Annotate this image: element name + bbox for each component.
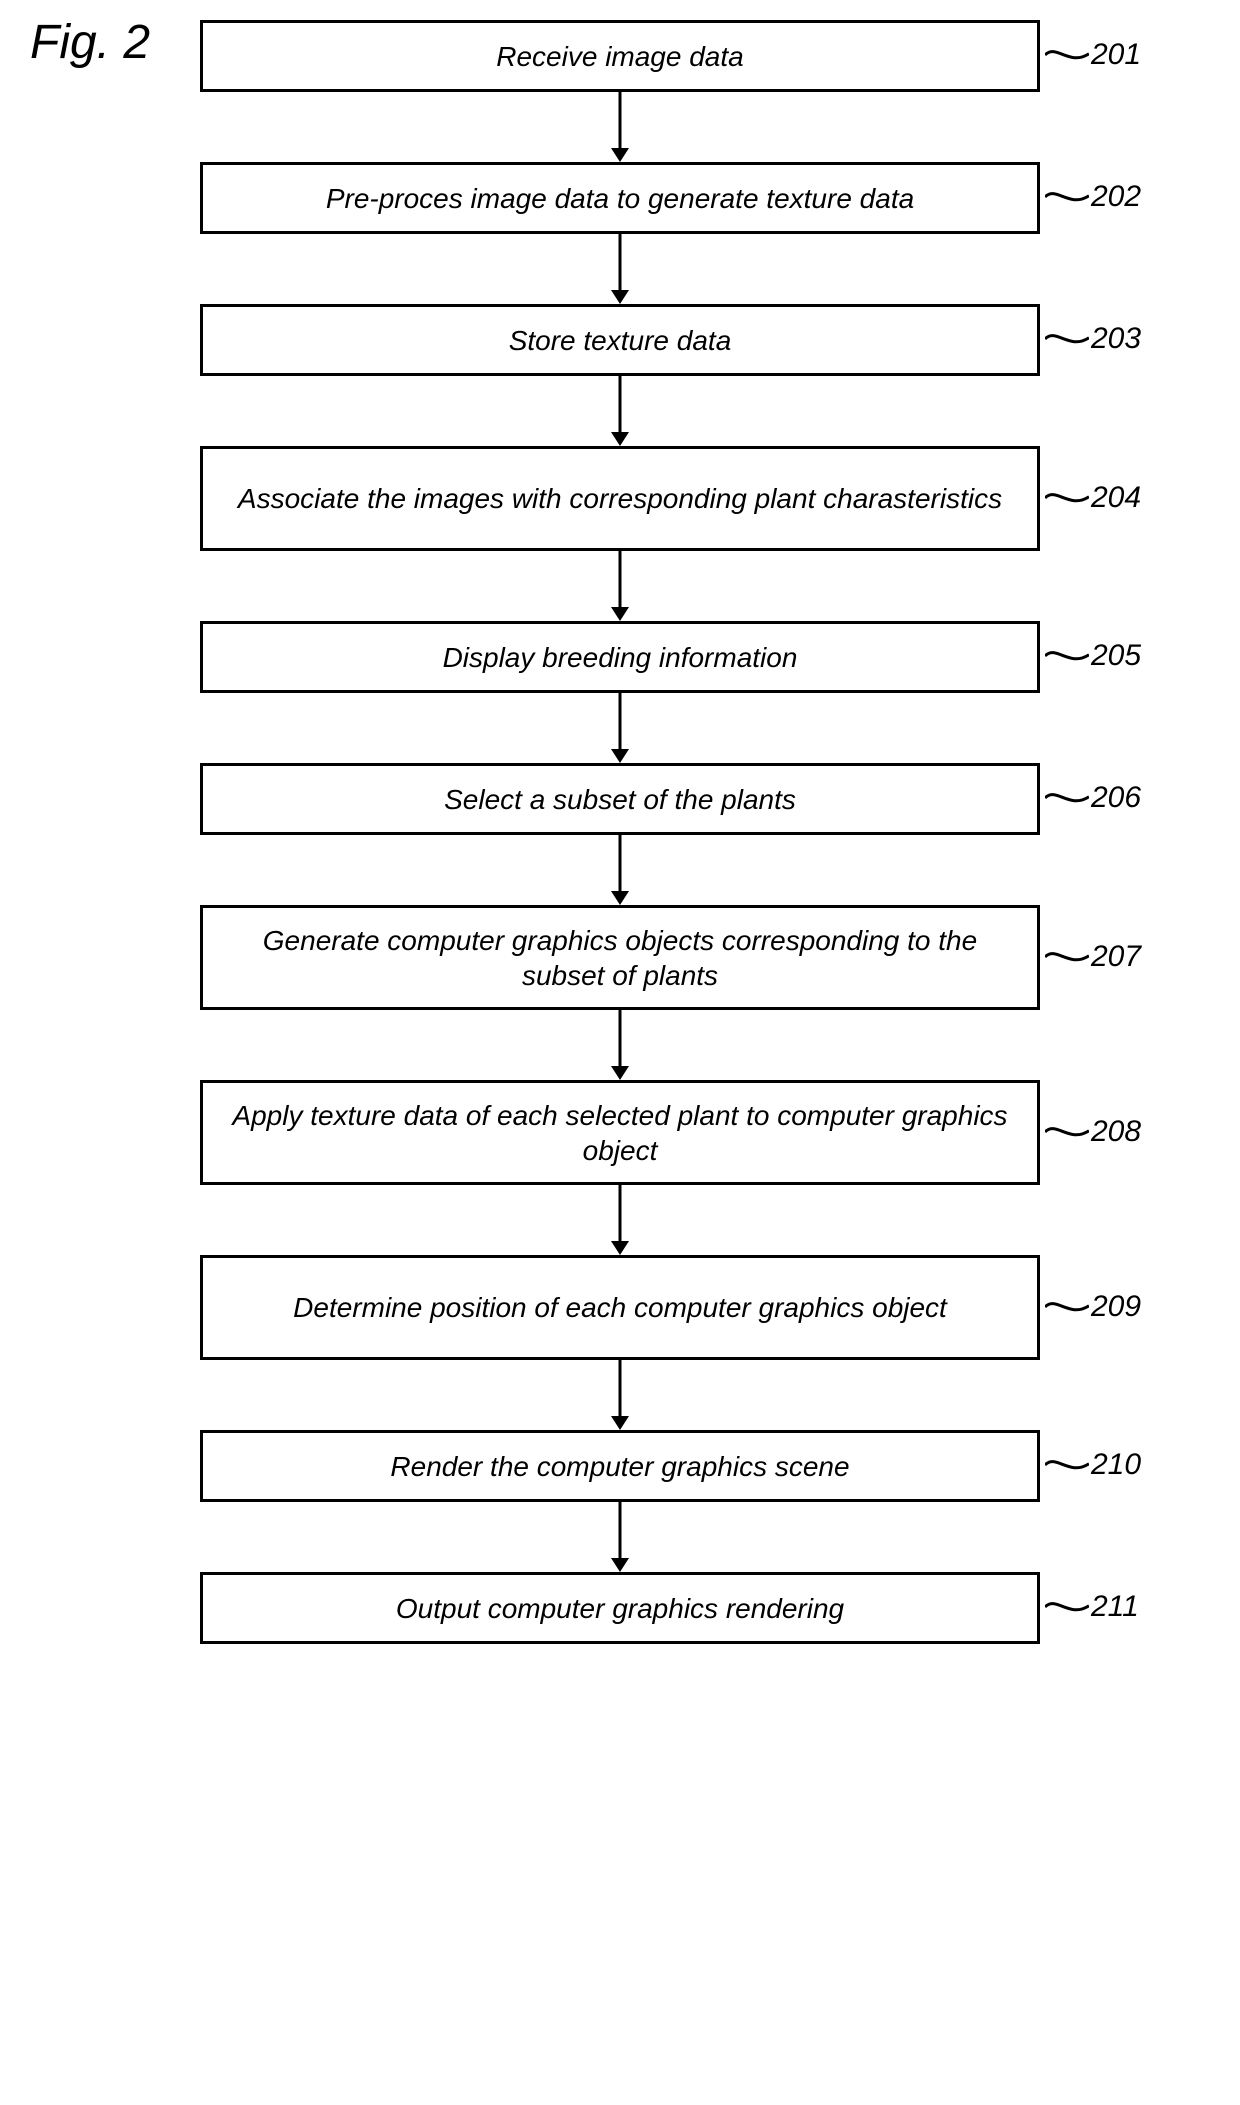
flow-arrow [0, 1185, 1240, 1255]
step-box: Store texture data [200, 304, 1040, 376]
step-number: 202 [1091, 180, 1141, 214]
step-label: 205 [1045, 639, 1141, 673]
step-row: Output computer graphics rendering 211 [0, 1572, 1240, 1644]
step-label: 206 [1045, 781, 1141, 815]
step-label: 211 [1045, 1590, 1139, 1624]
flow-arrow [0, 92, 1240, 162]
step-box: Pre-proces image data to generate textur… [200, 162, 1040, 234]
step-number: 207 [1091, 940, 1141, 974]
step-box: Render the computer graphics scene [200, 1430, 1040, 1502]
flow-arrow [0, 1010, 1240, 1080]
step-row: Receive image data 201 [0, 20, 1240, 92]
step-label: 209 [1045, 1290, 1141, 1324]
step-box: Display breeding information [200, 621, 1040, 693]
step-box: Select a subset of the plants [200, 763, 1040, 835]
step-row: Select a subset of the plants 206 [0, 763, 1240, 835]
step-row: Apply texture data of each selected plan… [0, 1080, 1240, 1185]
step-number: 210 [1091, 1448, 1141, 1482]
step-box: Output computer graphics rendering [200, 1572, 1040, 1644]
step-label: 202 [1045, 180, 1141, 214]
step-number: 208 [1091, 1115, 1141, 1149]
step-number: 201 [1091, 38, 1141, 72]
step-row: Associate the images with corresponding … [0, 446, 1240, 551]
flow-arrow [0, 551, 1240, 621]
step-box: Receive image data [200, 20, 1040, 92]
step-label: 210 [1045, 1448, 1141, 1482]
flow-arrow [0, 1502, 1240, 1572]
flow-arrow [0, 234, 1240, 304]
step-number: 211 [1091, 1590, 1139, 1624]
step-number: 203 [1091, 322, 1141, 356]
step-box: Determine position of each computer grap… [200, 1255, 1040, 1360]
step-row: Store texture data 203 [0, 304, 1240, 376]
step-row: Generate computer graphics objects corre… [0, 905, 1240, 1010]
step-box: Generate computer graphics objects corre… [200, 905, 1040, 1010]
flow-arrow [0, 376, 1240, 446]
step-box: Associate the images with corresponding … [200, 446, 1040, 551]
step-row: Render the computer graphics scene 210 [0, 1430, 1240, 1502]
step-label: 207 [1045, 940, 1141, 974]
step-number: 204 [1091, 481, 1141, 515]
step-row: Determine position of each computer grap… [0, 1255, 1240, 1360]
step-label: 203 [1045, 322, 1141, 356]
flowchart-container: Receive image data 201 Pre-proces image … [0, 20, 1240, 1644]
step-row: Pre-proces image data to generate textur… [0, 162, 1240, 234]
step-label: 208 [1045, 1115, 1141, 1149]
step-number: 209 [1091, 1290, 1141, 1324]
step-number: 206 [1091, 781, 1141, 815]
flow-arrow [0, 1360, 1240, 1430]
step-label: 204 [1045, 481, 1141, 515]
step-label: 201 [1045, 38, 1141, 72]
step-row: Display breeding information 205 [0, 621, 1240, 693]
step-box: Apply texture data of each selected plan… [200, 1080, 1040, 1185]
flow-arrow [0, 835, 1240, 905]
step-number: 205 [1091, 639, 1141, 673]
flow-arrow [0, 693, 1240, 763]
